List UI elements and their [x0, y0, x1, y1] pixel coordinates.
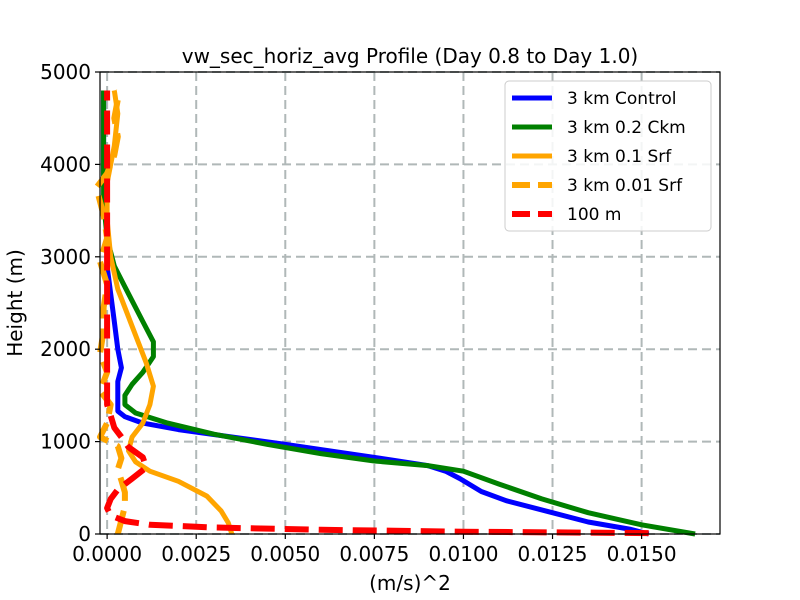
legend-label: 100 m — [567, 205, 621, 225]
legend-label: 3 km 0.1 Srf — [567, 147, 672, 167]
x-tick-label: 0.0000 — [72, 542, 142, 566]
x-axis-title: (m/s)^2 — [369, 571, 451, 595]
y-tick-label: 1000 — [40, 430, 91, 454]
x-tick-label: 0.0125 — [518, 542, 588, 566]
y-tick-label: 4000 — [40, 152, 91, 176]
y-tick-label: 3000 — [40, 245, 91, 269]
x-tick-label: 0.0025 — [161, 542, 231, 566]
series-line — [101, 90, 696, 537]
x-tick-label: 0.0050 — [250, 542, 320, 566]
y-tick-label: 5000 — [40, 60, 91, 84]
plot-area-frame — [99, 71, 721, 535]
x-tick-label: 0.0075 — [339, 542, 409, 566]
legend: 3 km Control 3 km 0.2 Ckm 3 km 0.1 Srf 3 km… — [504, 80, 712, 232]
legend-box — [504, 80, 712, 232]
x-tick-label: 0.0100 — [428, 542, 498, 566]
y-tick-label: 2000 — [40, 337, 91, 361]
legend-label: 3 km 0.2 Ckm — [567, 118, 686, 138]
legend-label: 3 km 0.01 Srf — [567, 176, 683, 196]
series-lines — [93, 89, 696, 537]
x-axis-ticks: 0.0000 0.0025 0.0050 0.0075 0.0100 0.0125 0.01… — [72, 534, 677, 566]
y-tick-label: 0 — [78, 522, 91, 546]
chart-title: vw_sec_horiz_avg Profile (Day 0.8 to Day… — [182, 44, 639, 68]
series-line — [104, 90, 649, 537]
y-axis-ticks: 0 1000 2000 3000 4000 5000 — [40, 60, 100, 546]
y-axis-title: Height (m) — [3, 249, 27, 357]
x-tick-label: 0.0150 — [607, 542, 677, 566]
legend-label: 3 km Control — [567, 89, 676, 109]
